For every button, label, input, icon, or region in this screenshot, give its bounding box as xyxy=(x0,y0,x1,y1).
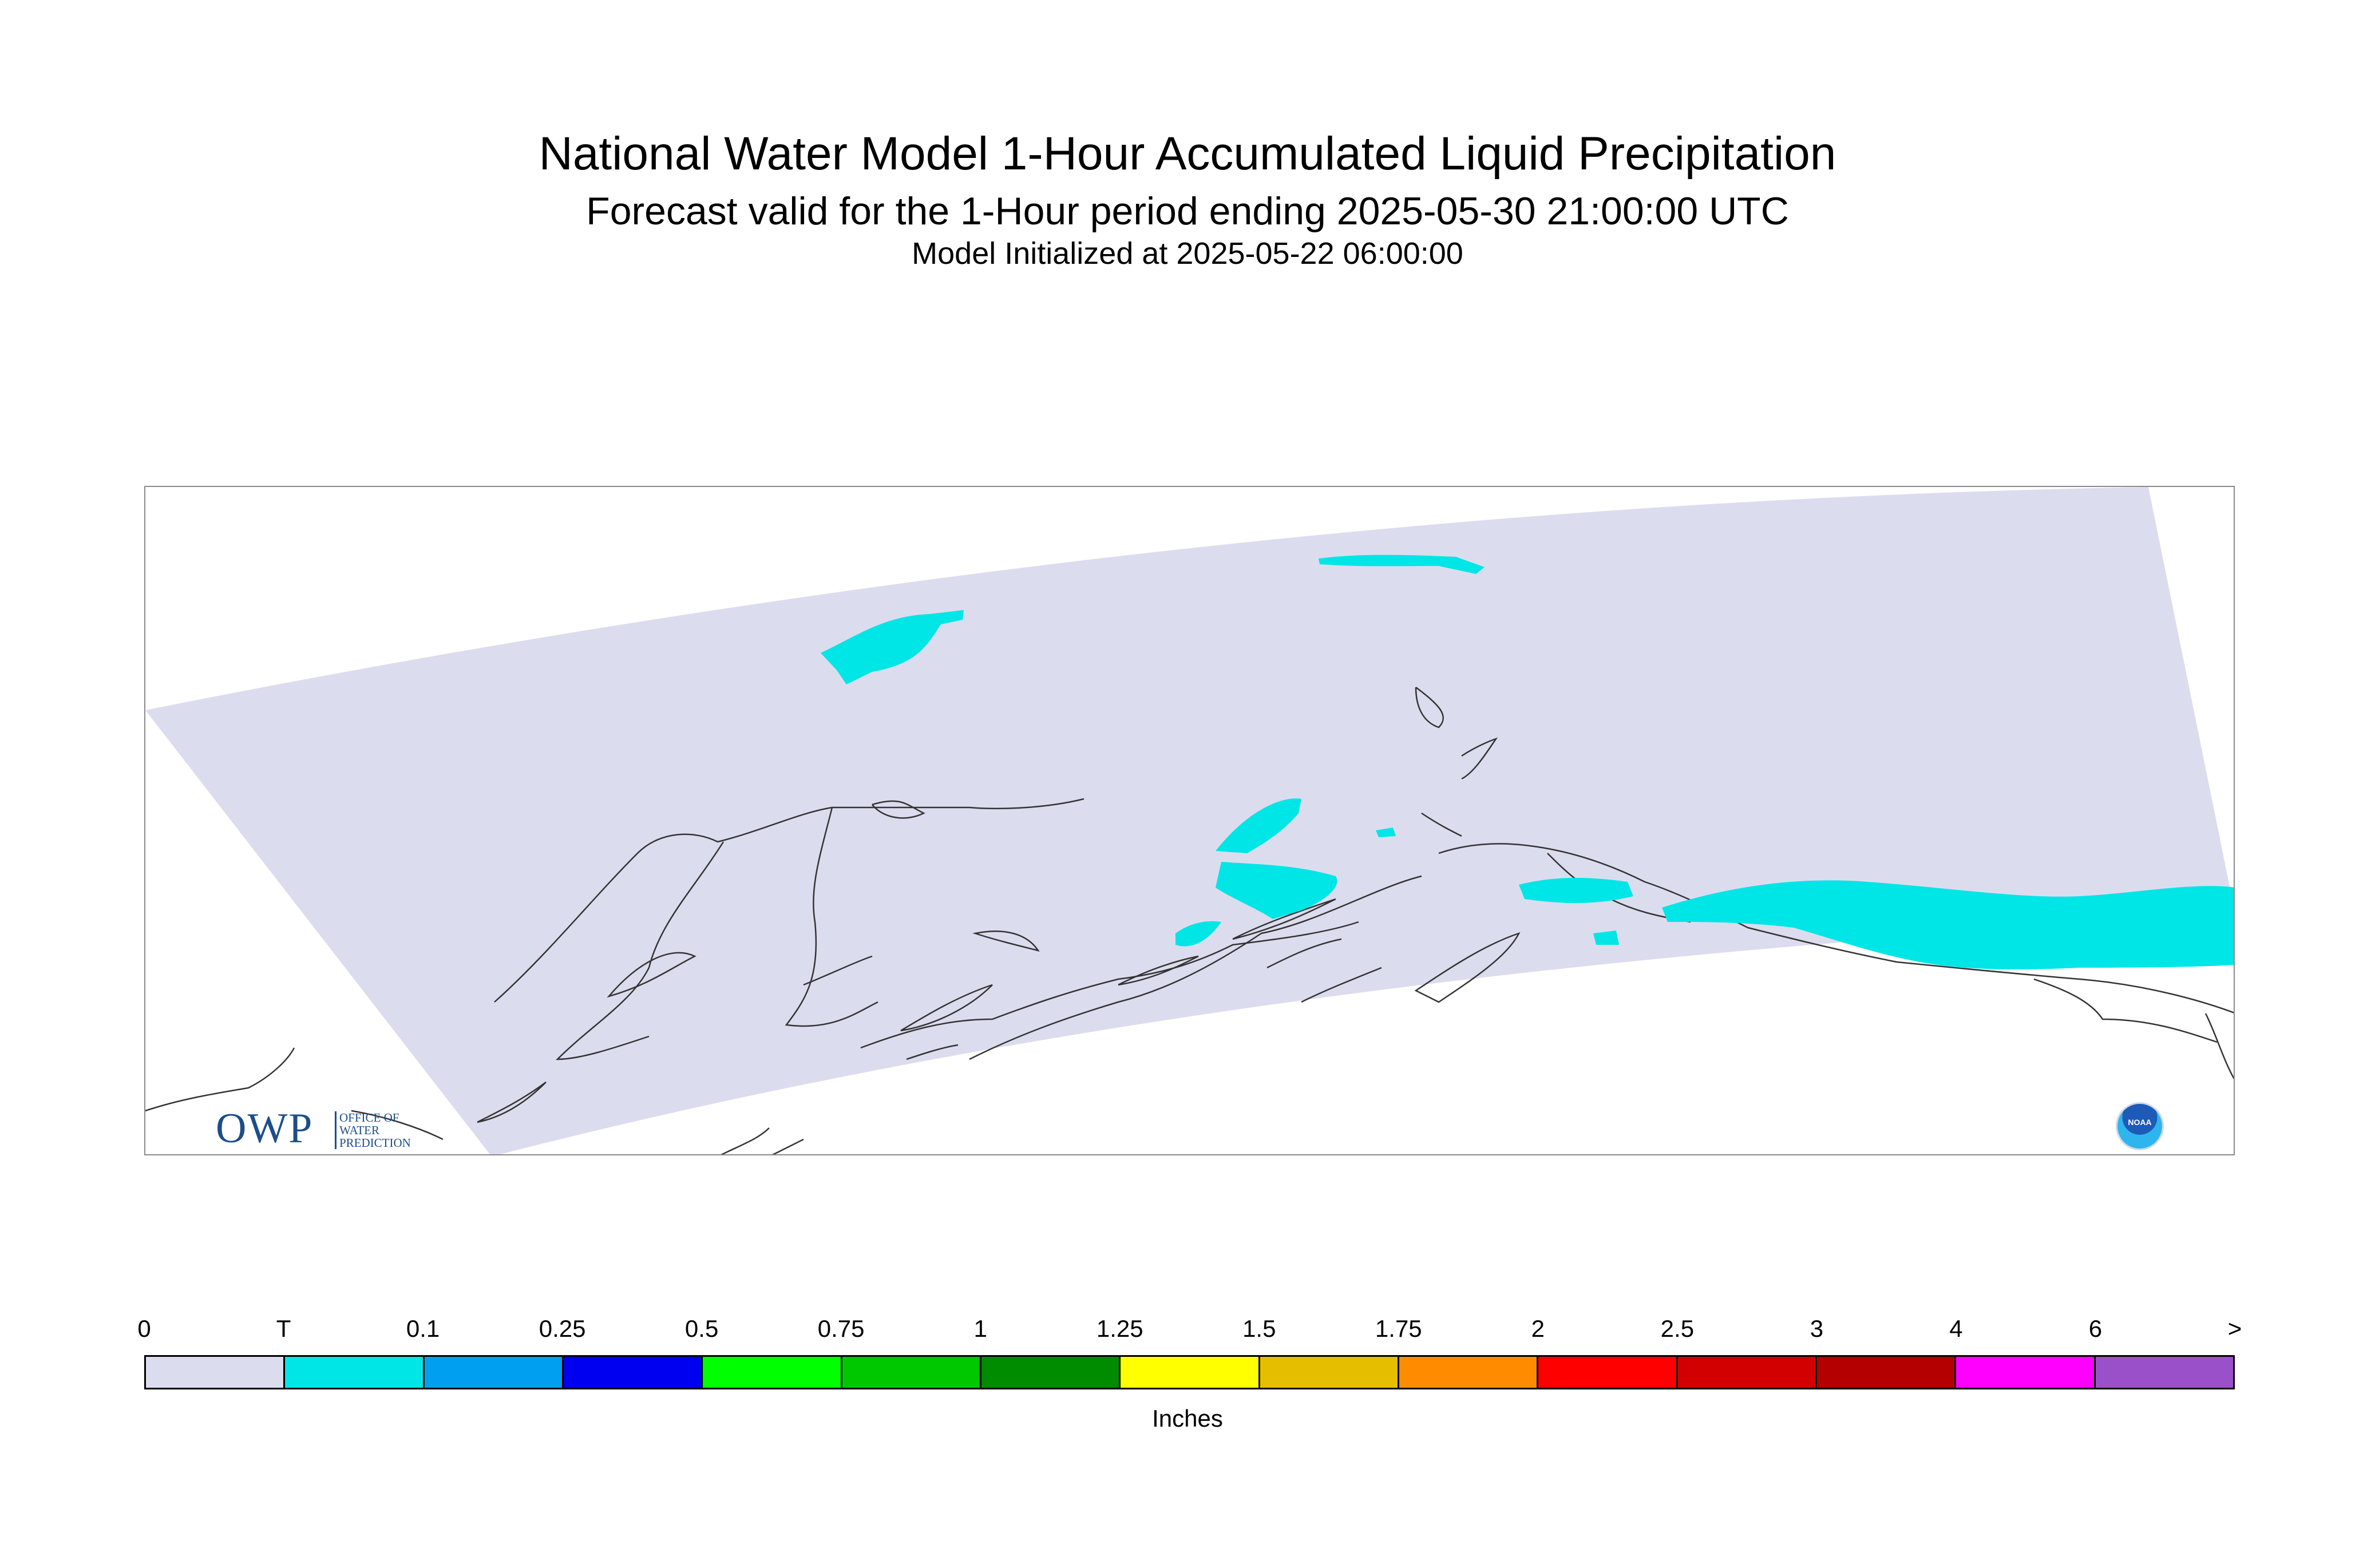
legend-tick-label: 0.1 xyxy=(406,1315,440,1342)
legend-tick-label: 0.5 xyxy=(684,1315,719,1342)
legend-color-bar xyxy=(144,1355,2235,1389)
legend-tick-label: 1.25 xyxy=(1096,1315,1143,1342)
legend-swatch xyxy=(2095,1357,2233,1388)
legend-swatch xyxy=(981,1357,1121,1388)
legend-swatch xyxy=(842,1357,981,1388)
legend-swatch xyxy=(1677,1357,1817,1388)
legend-tick-label: > xyxy=(2227,1315,2242,1342)
legend-swatch xyxy=(1538,1357,1678,1388)
coastline xyxy=(145,687,2234,1154)
legend-tick-labels: 0 T 0.1 0.25 0.5 0.75 1 1.25 1.5 1.75 2 2.5 3 4 6 > xyxy=(137,1315,2242,1344)
legend-tick-label: 2.5 xyxy=(1660,1315,1695,1342)
map-title: National Water Model 1-Hour Accumulated … xyxy=(539,128,1836,180)
map-canvas xyxy=(145,487,2234,1154)
forecast-valid-subtitle: Forecast valid for the 1-Hour period end… xyxy=(586,189,1789,233)
precipitation-map: OWP OFFICE OF WATER PREDICTION NOAA xyxy=(144,486,2235,1155)
legend-tick-label: 1.75 xyxy=(1375,1315,1422,1342)
legend-tick-label: T xyxy=(276,1315,291,1342)
legend-swatch xyxy=(1956,1357,2096,1388)
legend-tick-label: 1.5 xyxy=(1242,1315,1276,1342)
legend-swatch xyxy=(285,1357,425,1388)
legend-swatch xyxy=(563,1357,703,1388)
legend-tick-label: 0.25 xyxy=(539,1315,586,1342)
legend-swatch xyxy=(1260,1357,1399,1388)
legend-swatch xyxy=(703,1357,842,1388)
legend-tick-label: 3 xyxy=(1810,1315,1824,1342)
legend-tick-label: 6 xyxy=(2088,1315,2103,1342)
legend-swatch xyxy=(1816,1357,1957,1388)
model-init-label: Model Initialized at 2025-05-22 06:00:00 xyxy=(912,236,1463,271)
legend-tick-label: 2 xyxy=(1531,1315,1545,1342)
owp-logo-text: OFFICE OF WATER PREDICTION xyxy=(335,1111,411,1149)
legend-tick-label: 4 xyxy=(1949,1315,1963,1342)
legend-tick-label: 0 xyxy=(137,1315,151,1342)
legend-tick-label: 0.75 xyxy=(817,1315,865,1342)
noaa-logo: NOAA xyxy=(2116,1102,2164,1150)
precipitation-areas xyxy=(821,555,2234,969)
legend-tick-label: 1 xyxy=(973,1315,987,1342)
legend-units-label: Inches xyxy=(1152,1405,1223,1432)
legend-swatch xyxy=(146,1357,286,1388)
legend-swatch xyxy=(1399,1357,1539,1388)
owp-logo-mark: OWP xyxy=(216,1105,314,1152)
model-domain xyxy=(145,487,2234,1154)
legend-swatch xyxy=(424,1357,564,1388)
legend-swatch xyxy=(1121,1357,1260,1388)
